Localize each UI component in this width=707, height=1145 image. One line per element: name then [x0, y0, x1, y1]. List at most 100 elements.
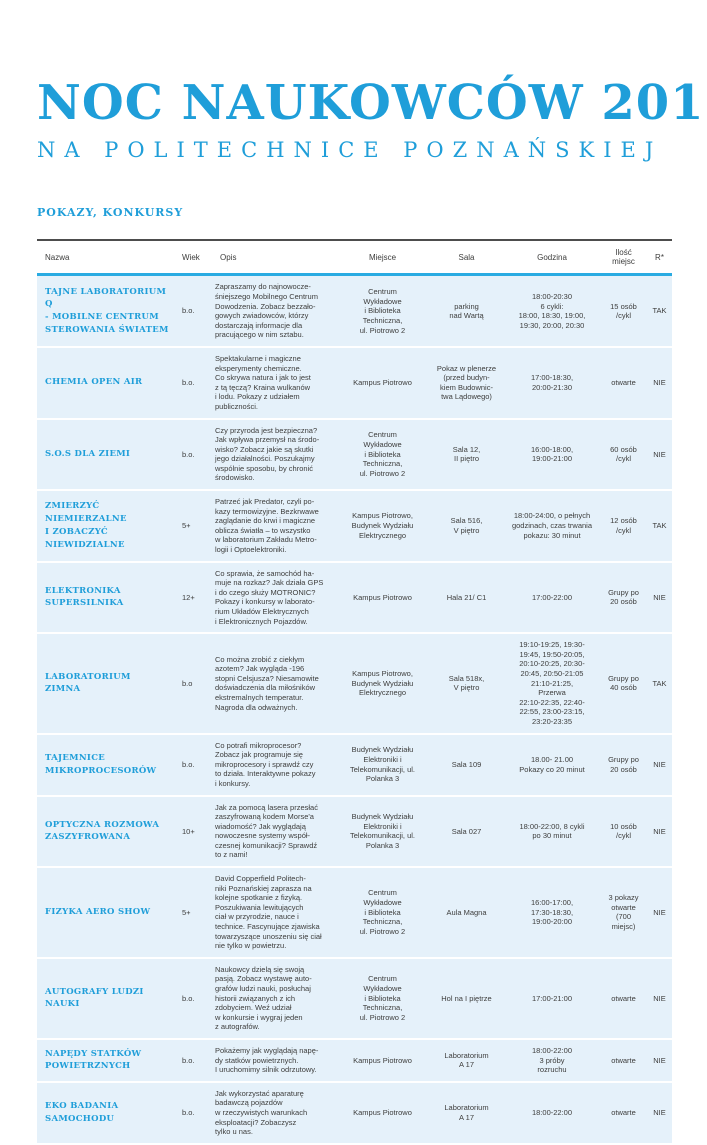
event-location-cell: Centrum Wykładowe i Biblioteka Techniczn…: [359, 287, 406, 335]
event-name-cell: CHEMIA OPEN AIR: [45, 377, 143, 388]
event-location-cell: Kampus Piotrowo: [353, 592, 412, 602]
event-time-cell: 17:00-21:00: [531, 993, 573, 1003]
event-room-cell: Sala 516, V piętro: [450, 516, 483, 535]
event-capacity-cell: otwarte: [611, 1055, 636, 1065]
event-age-cell: b.o.: [182, 377, 195, 387]
column-header-godzina: Godzina: [537, 252, 567, 262]
event-name-cell: AUTOGRAFY LUDZI NAUKI: [45, 986, 144, 1010]
event-description-cell: Jak za pomocą lasera przesłać zaszyfrowa…: [215, 802, 318, 860]
column-header-sala: Sala: [458, 252, 475, 262]
event-name-cell: TAJEMNICE MIKROPROCESORÓW: [45, 752, 157, 776]
events-table-body: TAJNE LABORATORIUM Q - MOBILNE CENTRUM S…: [37, 274, 672, 1144]
event-capacity-cell: 60 osób /cykl: [610, 444, 637, 464]
event-capacity-cell: otwarte: [611, 1107, 636, 1117]
event-reservation-cell: TAK: [652, 678, 667, 688]
event-age-cell: 5+: [182, 521, 191, 531]
event-capacity-cell: otwarte: [611, 377, 636, 387]
event-description-cell: Co można zrobić z ciekłym azotem? Jak wy…: [215, 654, 319, 712]
event-location-cell: Budynek Wydziału Elektroniki i Telekomun…: [349, 745, 416, 784]
event-reservation-cell: NIE: [653, 1107, 666, 1117]
event-age-cell: b.o.: [182, 759, 195, 769]
event-time-cell: 18:00-24:00, o pełnych godzinach, czas t…: [511, 511, 593, 540]
event-description-cell: Zapraszamy do najnowocze- śniejszego Mob…: [215, 282, 318, 340]
event-row: CHEMIA OPEN AIR b.o. Spektakularne i mag…: [37, 346, 672, 419]
event-time-cell: 18:00-22:00, 8 cykli po 30 minut: [519, 821, 585, 841]
event-row: OPTYCZNA ROZMOWA ZASZYFROWANA 10+ Jak za…: [37, 795, 672, 868]
event-room-cell: Sala 109: [451, 759, 482, 769]
event-room-cell: Pokaz w plenerze (przed budyn- kiem Budo…: [436, 363, 497, 402]
event-location-cell: Centrum Wykładowe i Biblioteka Techniczn…: [359, 888, 406, 936]
event-room-cell: Aula Magna: [446, 907, 487, 917]
event-name-cell: OPTYCZNA ROZMOWA ZASZYFROWANA: [45, 819, 160, 843]
event-row: EKO BADANIA SAMOCHODU b.o. Jak wykorzyst…: [37, 1081, 672, 1144]
table-header-row: Nazwa Wiek Opis Miejsce Sala Godzina Ilo…: [37, 240, 672, 275]
event-room-cell: Sala 518x, V piętro: [448, 673, 485, 693]
event-row: NAPĘDY STATKÓW POWIETRZNYCH b.o. Pokażem…: [37, 1038, 672, 1082]
event-room-cell: Laboratorium A 17: [444, 1050, 489, 1070]
event-capacity-cell: 15 osób /cykl: [610, 301, 637, 321]
event-row: FIZYKA AERO SHOW 5+ David Copperfield Po…: [37, 867, 672, 958]
column-header-miejsce: Miejsce: [368, 252, 397, 262]
event-time-cell: 18.00- 21.00 Pokazy co 20 minut: [519, 754, 585, 774]
event-time-cell: 19:10-19:25, 19:30- 19:45, 19:50-20:05, …: [519, 640, 585, 726]
event-description-cell: Jak wykorzystać aparaturę badawczą pojaz…: [215, 1088, 308, 1137]
event-description-cell: Co potrafi mikroprocesor? Zobacz jak pro…: [215, 740, 316, 788]
event-age-cell: b.o: [182, 678, 193, 688]
event-reservation-cell: NIE: [653, 993, 666, 1003]
event-capacity-cell: 10 osób /cykl: [610, 821, 637, 841]
column-header-ilosc-miejsc: Ilość miejsc: [612, 248, 635, 267]
event-capacity-cell: Grupy po 20 osób: [608, 587, 639, 607]
event-name-cell: EKO BADANIA SAMOCHODU: [45, 1101, 119, 1124]
event-name-cell: ZMIERZYĆ NIEMIERZALNE I ZOBACZYĆ NIEWIDZ…: [45, 501, 127, 550]
event-description-cell: Spektakularne i magiczne eksperymenty ch…: [215, 353, 311, 411]
event-age-cell: b.o.: [182, 1107, 195, 1117]
event-room-cell: Sala 027: [451, 826, 482, 836]
event-row: ELEKTRONIKA SUPERSILNIKA 12+ Co sprawia,…: [37, 561, 672, 634]
event-location-cell: Kampus Piotrowo: [353, 1107, 412, 1117]
section-heading: POKAZY, KONKURSY: [37, 206, 184, 220]
event-reservation-cell: NIE: [653, 1055, 666, 1065]
event-row: ZMIERZYĆ NIEMIERZALNE I ZOBACZYĆ NIEWIDZ…: [37, 490, 672, 562]
event-description-cell: Naukowcy dzielą się swoją pasją. Zobacz …: [215, 964, 312, 1032]
event-capacity-cell: 3 pokazy otwarte (700 miejsc): [608, 893, 639, 932]
event-age-cell: 12+: [182, 592, 195, 602]
event-time-cell: 16:00-17:00, 17:30-18:30, 19:00-20:00: [530, 898, 574, 927]
event-location-cell: Kampus Piotrowo: [353, 1055, 412, 1065]
event-time-cell: 18:00-22:00: [531, 1107, 573, 1117]
event-location-cell: Centrum Wykładowe i Biblioteka Techniczn…: [359, 430, 406, 478]
event-name-cell: TAJNE LABORATORIUM Q - MOBILNE CENTRUM S…: [45, 286, 169, 335]
events-table-header: Nazwa Wiek Opis Miejsce Sala Godzina Ilo…: [37, 240, 672, 275]
event-name-cell: ELEKTRONIKA SUPERSILNIKA: [45, 585, 124, 609]
column-header-opis: Opis: [220, 252, 237, 262]
event-description-cell: Patrzeć jak Predator, czyli po- kazy ter…: [215, 497, 319, 555]
event-time-cell: 16:00-18:00, 19:00-21:00: [530, 444, 574, 464]
event-row: LABORATORIUM ZIMNA b.o Co można zrobić z…: [37, 633, 672, 734]
event-description-cell: Pokażemy jak wyglądają napę- dy statków …: [215, 1045, 319, 1075]
event-capacity-cell: 12 osób /cykl: [610, 516, 637, 535]
event-reservation-cell: NIE: [653, 449, 666, 459]
event-location-cell: Kampus Piotrowo, Budynek Wydziału Elektr…: [351, 511, 414, 540]
column-header-nazwa: Nazwa: [45, 252, 70, 262]
event-time-cell: 17:00-22:00: [531, 592, 573, 602]
event-reservation-cell: NIE: [653, 907, 666, 917]
event-age-cell: b.o.: [182, 449, 195, 459]
event-room-cell: Sala 12, II piętro: [452, 444, 481, 464]
event-row: TAJNE LABORATORIUM Q - MOBILNE CENTRUM S…: [37, 274, 672, 347]
event-room-cell: Laboratorium A 17: [444, 1103, 489, 1122]
event-age-cell: 10+: [182, 826, 195, 836]
page-subtitle: NA POLITECHNICE POZNAŃSKIEJ: [37, 138, 663, 163]
event-row: TAJEMNICE MIKROPROCESORÓW b.o. Co potraf…: [37, 733, 672, 796]
event-name-cell: S.O.S DLA ZIEMI: [45, 448, 131, 459]
page-title: NOC NAUKOWCÓW 2011: [37, 75, 707, 131]
event-reservation-cell: NIE: [653, 377, 666, 387]
event-row: S.O.S DLA ZIEMI b.o. Czy przyroda jest b…: [37, 418, 672, 491]
event-capacity-cell: Grupy po 20 osób: [608, 754, 639, 774]
event-time-cell: 17:00-18:30, 20:00-21:30: [530, 373, 574, 392]
column-header-wiek: Wiek: [182, 252, 200, 262]
event-room-cell: Hala 21/ C1: [446, 592, 487, 602]
event-time-cell: 18:00-20:30 6 cykli: 18:00, 18:30, 19:00…: [518, 291, 586, 330]
event-location-cell: Kampus Piotrowo: [353, 377, 412, 387]
event-name-cell: FIZYKA AERO SHOW: [45, 907, 151, 918]
event-location-cell: Centrum Wykładowe i Biblioteka Techniczn…: [359, 974, 406, 1022]
event-reservation-cell: NIE: [653, 826, 666, 836]
